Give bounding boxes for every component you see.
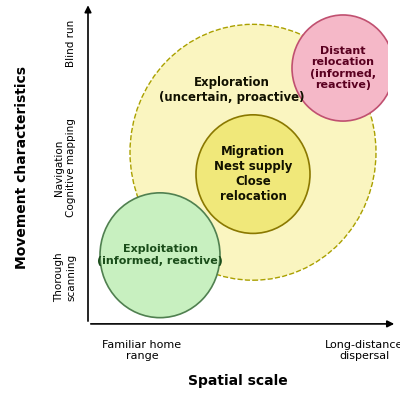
Text: Migration
Nest supply
Close
relocation: Migration Nest supply Close relocation — [214, 145, 292, 203]
Text: Navigation
Cognitive mapping: Navigation Cognitive mapping — [54, 118, 76, 217]
Text: Distant
relocation
(informed,
reactive): Distant relocation (informed, reactive) — [310, 45, 376, 90]
Circle shape — [292, 15, 394, 121]
Ellipse shape — [196, 115, 310, 233]
Ellipse shape — [130, 24, 376, 280]
Text: Spatial scale: Spatial scale — [188, 374, 288, 388]
Text: Long-distance
dispersal: Long-distance dispersal — [325, 340, 400, 361]
Text: Blind run: Blind run — [66, 19, 76, 67]
Text: Familiar home
range: Familiar home range — [102, 340, 182, 361]
Circle shape — [100, 193, 220, 318]
Text: Thorough
scanning: Thorough scanning — [54, 252, 76, 302]
Text: Exploitation
(informed, reactive): Exploitation (informed, reactive) — [97, 245, 223, 266]
Text: Movement characteristics: Movement characteristics — [15, 66, 29, 269]
Text: Exploration
(uncertain, proactive): Exploration (uncertain, proactive) — [159, 76, 305, 104]
